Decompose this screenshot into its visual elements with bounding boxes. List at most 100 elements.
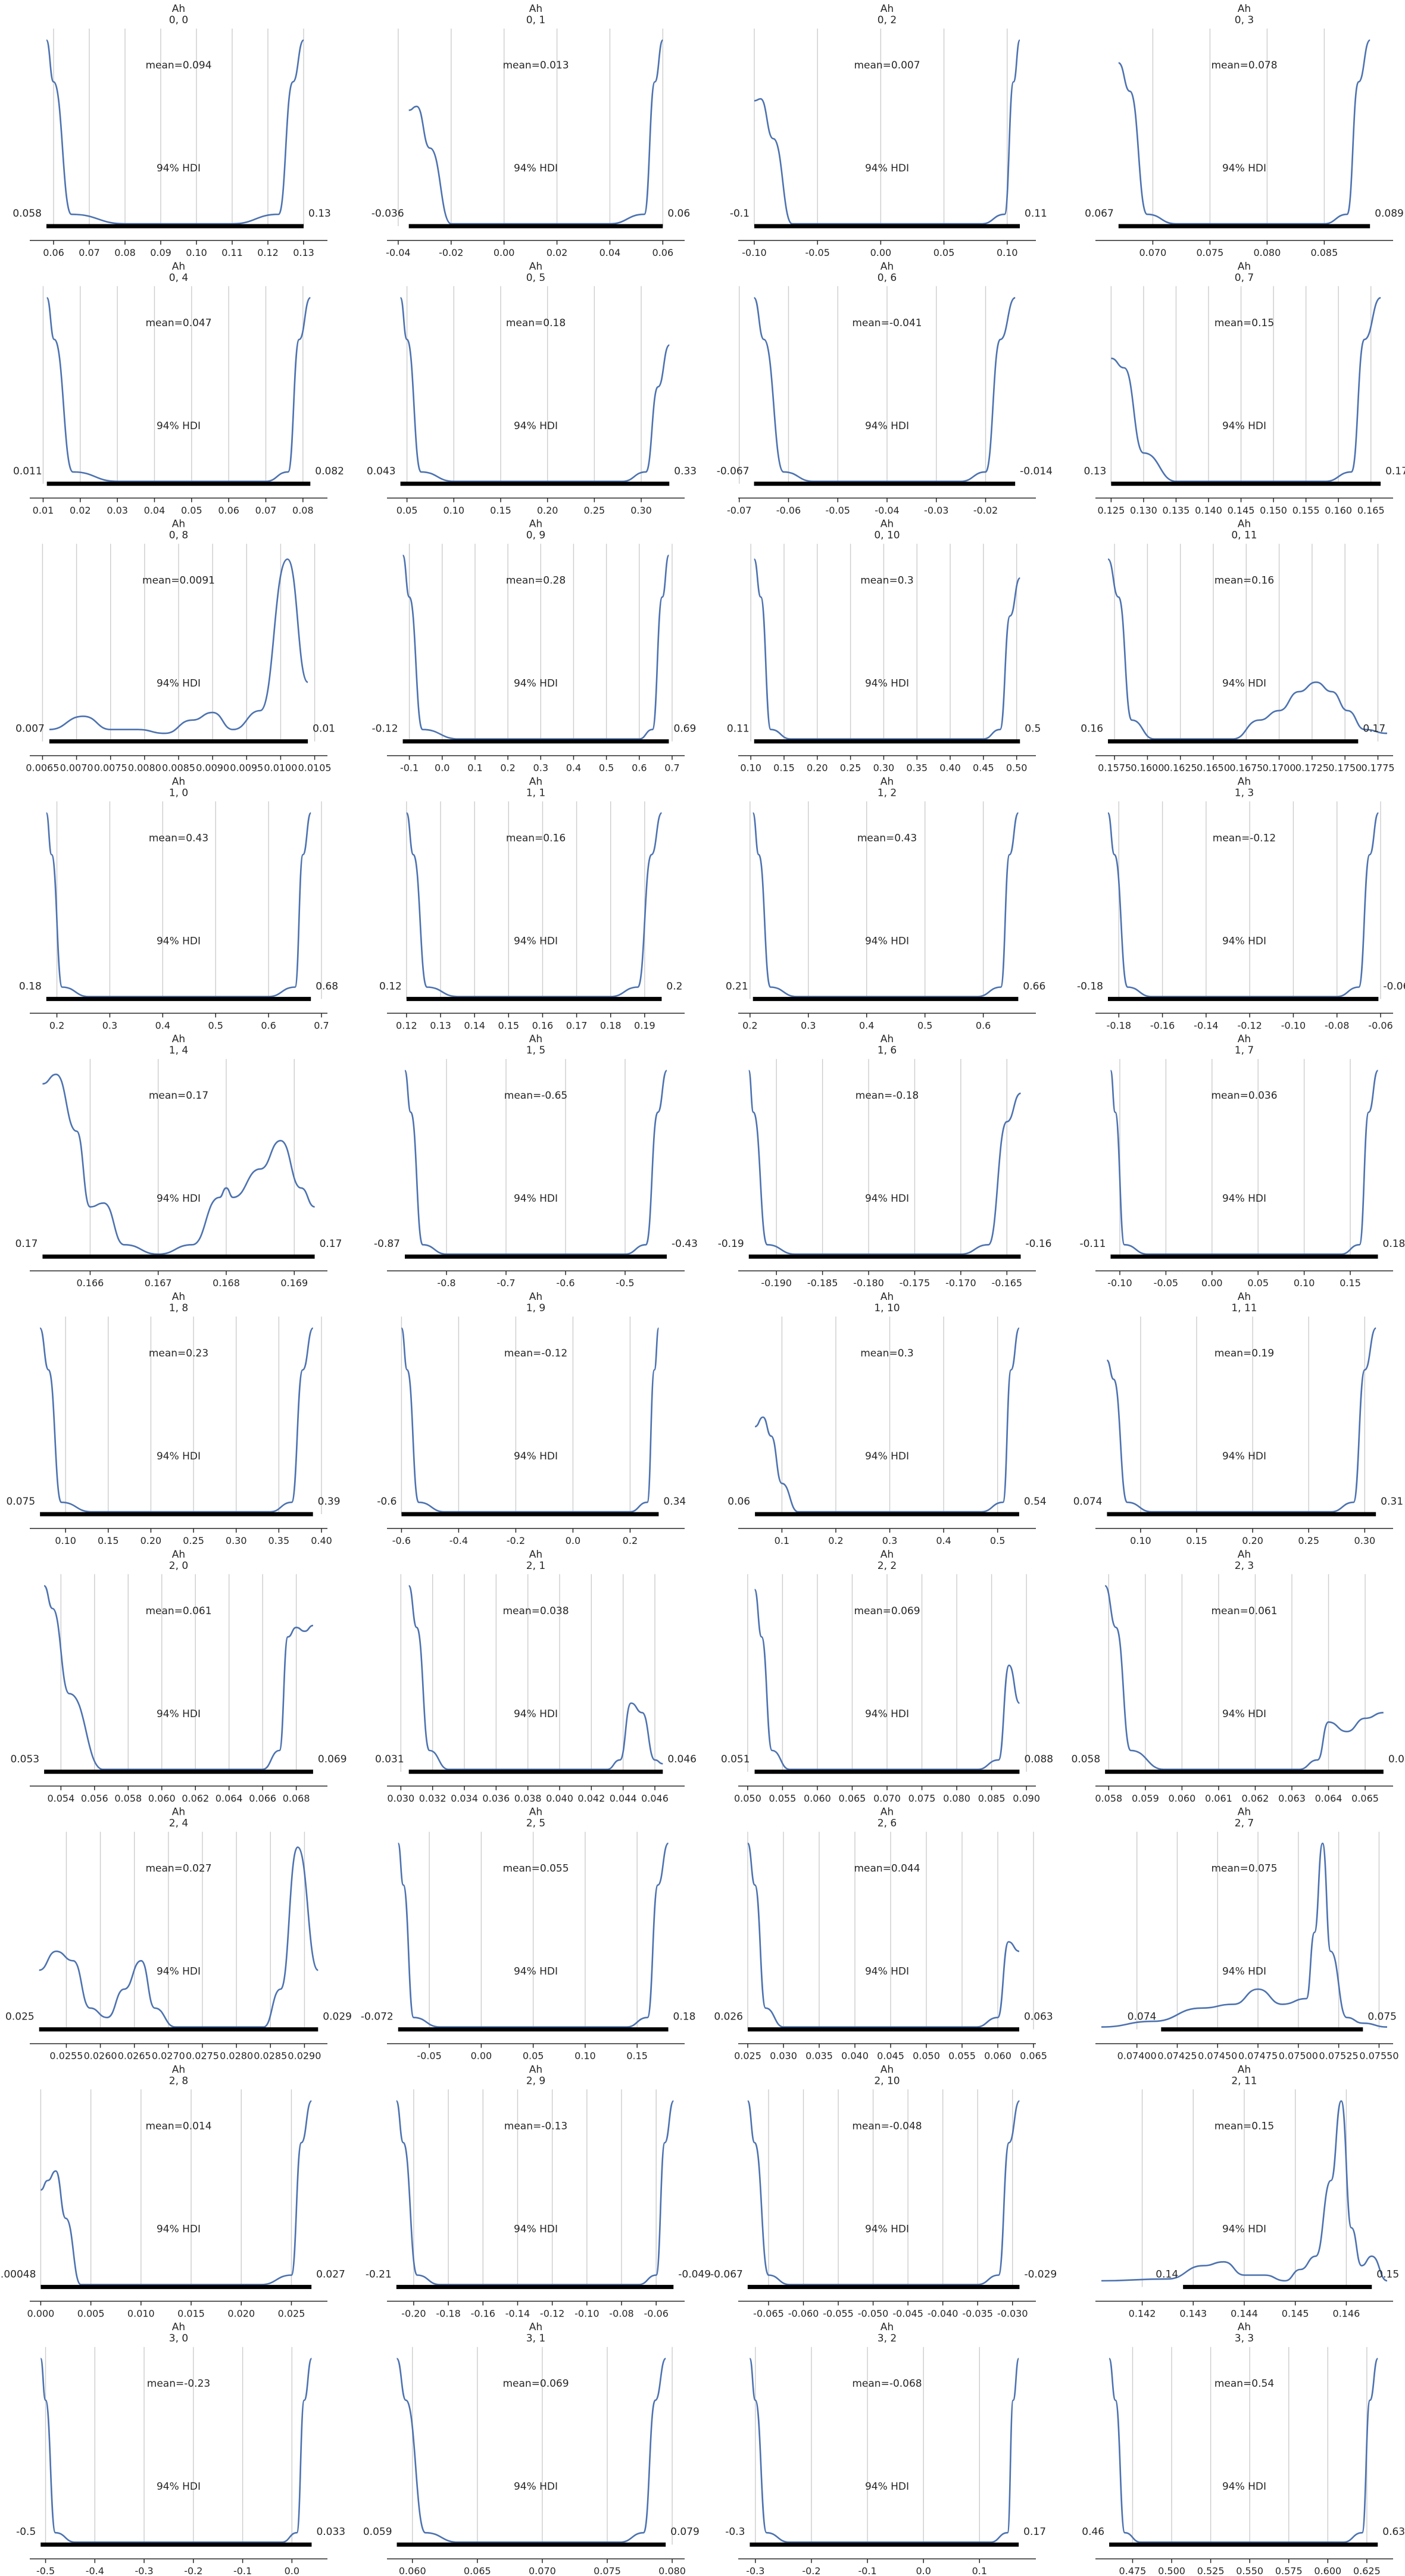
x-tick-label: 0.25 <box>183 1535 204 1546</box>
panel-31: Ah 2, 7 0.074 0.075 mean=0.075 94% HDI 0.07400… <box>1095 1806 1399 2062</box>
hdi-lower-label: 0.031 <box>375 1753 404 1765</box>
panel-title: Ah 1, 3 <box>1235 776 1254 799</box>
hdi-upper-label: 0.69 <box>673 723 696 735</box>
x-tick-label: 0.00 <box>1201 1277 1223 1289</box>
hdi-lower-label: 0.043 <box>367 465 396 477</box>
x-tick-label: 0.064 <box>216 1793 243 1804</box>
x-tick-label: 0.036 <box>482 1793 510 1804</box>
x-tick-label: -0.05 <box>826 505 850 516</box>
density-curve <box>754 39 1021 225</box>
x-tick-label: 0.1575 <box>1098 762 1131 774</box>
x-tick-label: 0.063 <box>1278 1793 1306 1804</box>
density-curve <box>404 1070 668 1255</box>
x-tick-label: 0.30 <box>873 762 895 774</box>
x-tick-label: 0.062 <box>1242 1793 1269 1804</box>
density-curve <box>747 1842 1020 2028</box>
hdi-lower-label: -0.6 <box>377 1496 396 1508</box>
x-tick-label: -0.4 <box>86 2565 104 2576</box>
hdi-upper-label: 0.2 <box>666 980 682 992</box>
x-tick-label: 0.06 <box>43 247 64 258</box>
panel-title: Ah 0, 5 <box>526 261 545 284</box>
hdi-label: 94% HDI <box>1222 162 1266 174</box>
x-tick-label: 0.090 <box>1013 1793 1040 1804</box>
panel-title: Ah 0, 0 <box>169 3 188 26</box>
x-tick-label: 0.155 <box>1292 505 1320 516</box>
panel-10: Ah 0, 10 0.11 0.5 mean=0.3 94% HDI 0.10 0.15 0.2… <box>727 518 1041 774</box>
x-tick-label: 0.065 <box>1020 2050 1047 2062</box>
x-tick-label: -0.10 <box>575 2308 599 2319</box>
x-tick-label: 0.0280 <box>220 2050 253 2062</box>
hdi-label: 94% HDI <box>865 1193 909 1205</box>
x-tick-label: 0.066 <box>249 1793 276 1804</box>
x-tick-label: 0.0 <box>916 2565 931 2576</box>
x-tick-label: -0.4 <box>449 1535 468 1546</box>
x-tick-label: 0.13 <box>293 247 314 258</box>
x-tick-label: -0.03 <box>924 505 948 516</box>
x-tick-label: 0.060 <box>399 2565 426 2576</box>
x-tick-label: -0.02 <box>439 247 463 258</box>
x-tick-label: 0.140 <box>1195 505 1222 516</box>
x-tick-label: 0.045 <box>877 2050 904 2062</box>
x-tick-label: -0.06 <box>644 2308 668 2319</box>
x-tick-label: 0.3 <box>102 1020 117 1031</box>
hdi-label: 94% HDI <box>157 2481 201 2493</box>
x-tick-label: 0.15 <box>1186 1535 1207 1546</box>
x-tick-label: 0.15 <box>773 762 795 774</box>
hdi-label: 94% HDI <box>514 420 558 432</box>
x-tick-label: -0.2 <box>184 2565 202 2576</box>
hdi-lower-label: 0.075 <box>6 1496 35 1508</box>
x-tick-label: 0.064 <box>1315 1793 1342 1804</box>
hdi-label: 94% HDI <box>865 1966 909 1978</box>
x-tick-label: 0.07 <box>255 505 277 516</box>
panel-title: Ah 3, 3 <box>1235 2321 1254 2344</box>
x-tick-label: 0.10 <box>1130 1535 1151 1546</box>
x-tick-label: 0.1750 <box>1328 762 1362 774</box>
x-tick-label: 0.7 <box>664 762 679 774</box>
x-tick-label: 0.030 <box>770 2050 797 2062</box>
x-tick-label: 0.16 <box>532 1020 554 1031</box>
x-tick-label: -0.3 <box>746 2565 764 2576</box>
hdi-lower-label: -0.067 <box>717 465 750 477</box>
panel-1: Ah 0, 1 -0.036 0.06 mean=0.013 94% HDI -0.04 -0… <box>371 3 690 258</box>
hdi-lower-label: 0.007 <box>15 723 45 735</box>
mean-annotation: mean=0.19 <box>1214 1348 1274 1359</box>
x-tick-label: 0.169 <box>280 1277 308 1289</box>
x-tick-label: 0.08 <box>292 505 314 516</box>
x-tick-label: -0.165 <box>992 1277 1023 1289</box>
x-tick-label: 0.0105 <box>298 762 332 774</box>
x-tick-label: -0.18 <box>1107 1020 1131 1031</box>
mean-annotation: mean=0.027 <box>145 1863 211 1875</box>
x-tick-label: 0.06 <box>218 505 239 516</box>
panel-9: Ah 0, 9 -0.12 0.69 mean=0.28 94% HDI -0.1 0.0 0.… <box>372 518 697 774</box>
x-tick-label: 0.146 <box>1333 2308 1360 2319</box>
x-tick-label: -0.04 <box>386 247 410 258</box>
x-tick-label: 0.059 <box>1132 1793 1159 1804</box>
x-tick-label: 0.17 <box>566 1020 588 1031</box>
x-tick-label: -0.190 <box>761 1277 792 1289</box>
hdi-lower-label: 0.011 <box>13 465 42 477</box>
x-tick-label: 0.0290 <box>288 2050 321 2062</box>
panel-title: Ah 0, 2 <box>878 3 897 26</box>
x-tick-label: 0.20 <box>1242 1535 1263 1546</box>
x-tick-label: -0.180 <box>853 1277 884 1289</box>
density-curve <box>39 1846 319 2028</box>
hdi-lower-label: 0.00048 <box>0 2268 36 2280</box>
x-tick-label: 0.034 <box>451 1793 478 1804</box>
mean-annotation: mean=0.15 <box>1214 2120 1274 2132</box>
x-tick-label: 0.065 <box>839 1793 866 1804</box>
hdi-label: 94% HDI <box>157 1708 201 1720</box>
x-tick-label: 0.060 <box>984 2050 1011 2062</box>
x-tick-label: 0.085 <box>978 1793 1006 1804</box>
x-tick-label: -0.6 <box>556 1277 575 1289</box>
density-curve <box>408 1585 663 1771</box>
panel-title: Ah 0, 9 <box>526 518 545 542</box>
x-tick-label: 0.10 <box>55 1535 76 1546</box>
panel-title: Ah 2, 6 <box>878 1806 897 1830</box>
x-tick-label: 0.15 <box>98 1535 119 1546</box>
x-tick-label: 0.02 <box>70 505 91 516</box>
x-tick-label: 0.05 <box>523 2050 544 2062</box>
x-tick-label: 0.3 <box>882 1535 897 1546</box>
x-tick-label: 0.10 <box>740 762 761 774</box>
x-tick-label: -0.6 <box>392 1535 411 1546</box>
